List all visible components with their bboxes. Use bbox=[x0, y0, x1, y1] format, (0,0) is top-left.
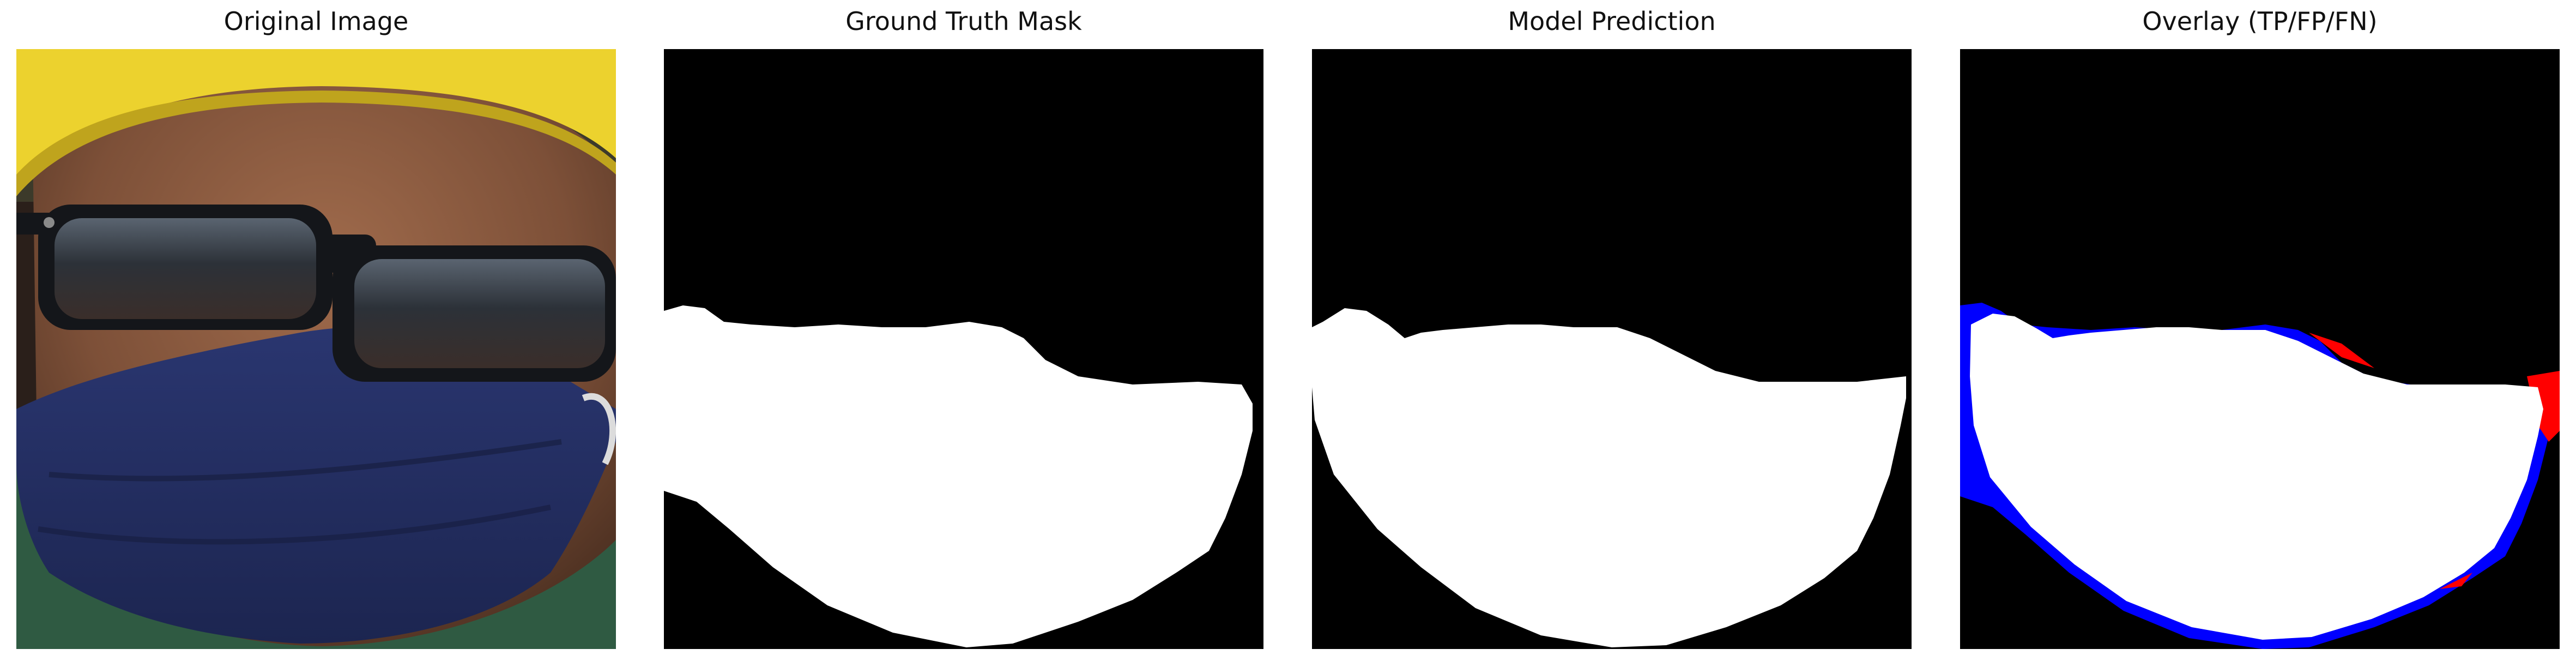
panel-title-original: Original Image bbox=[223, 7, 409, 36]
panel-title-overlay: Overlay (TP/FP/FN) bbox=[2142, 7, 2378, 36]
panel-title-ground-truth: Ground Truth Mask bbox=[845, 7, 1082, 36]
ground-truth-mask-image bbox=[664, 49, 1263, 649]
overlay-image bbox=[1960, 49, 2560, 649]
panel-title-prediction: Model Prediction bbox=[1508, 7, 1716, 36]
original-image bbox=[16, 49, 616, 649]
model-prediction-image bbox=[1312, 49, 1912, 649]
